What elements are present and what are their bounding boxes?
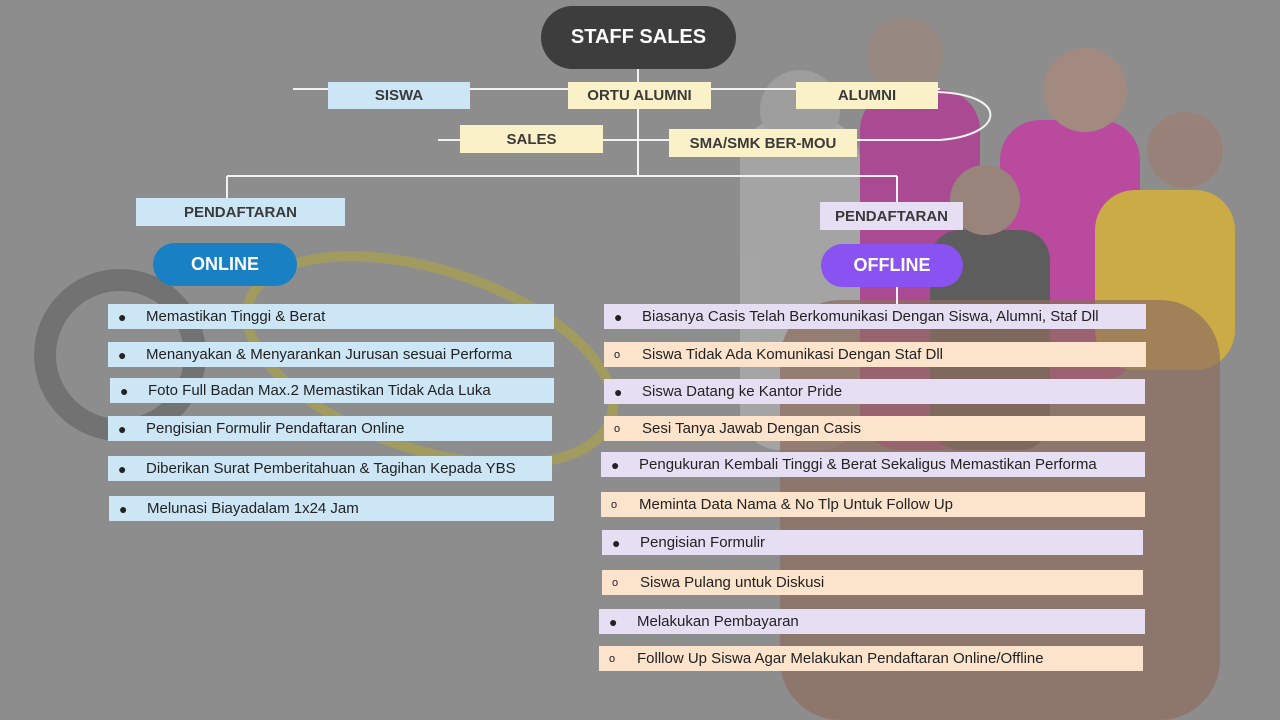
staff-sales-label: STAFF SALES xyxy=(570,26,707,48)
hollow-bullet-icon: o xyxy=(611,498,618,511)
source-sma-smk-label: SMA/SMK BER-MOU xyxy=(689,134,837,152)
bullet-icon: ● xyxy=(612,534,621,551)
offline-step-item: o Sesi Tanya Jawab Dengan Casis xyxy=(604,416,1145,441)
offline-step-item: ● Biasanya Casis Telah Berkomunikasi Deng… xyxy=(604,304,1146,329)
source-sales-label: SALES xyxy=(506,130,557,148)
left-pendaftaran-label: PENDAFTARAN xyxy=(183,203,298,221)
offline-step-text: Folllow Up Siswa Agar Melakukan Pendafta… xyxy=(637,650,1044,667)
hollow-bullet-icon: o xyxy=(614,422,621,435)
bullet-icon: ● xyxy=(609,613,618,630)
online-step-text: Memastikan Tinggi & Berat xyxy=(146,308,326,325)
hollow-bullet-icon: o xyxy=(614,348,621,361)
offline-step-item: ● Siswa Datang ke Kantor Pride xyxy=(604,379,1145,404)
online-pill-label: ONLINE xyxy=(190,254,259,274)
bullet-icon: ● xyxy=(118,346,127,363)
online-step-item: ● Menanyakan & Menyarankan Jurusan sesuai… xyxy=(108,342,554,367)
online-pill: ONLINE xyxy=(153,243,297,286)
offline-pill-label: OFFLINE xyxy=(853,255,931,275)
offline-step-item: ● Pengukuran Kembali Tinggi & Berat Sekal… xyxy=(601,452,1145,477)
source-siswa-label: SISWA xyxy=(374,87,424,104)
bullet-icon: ● xyxy=(120,382,129,399)
bullet-icon: ● xyxy=(118,460,127,477)
offline-step-item: ● Pengisian Formulir xyxy=(602,530,1143,555)
offline-pill: OFFLINE xyxy=(821,244,963,287)
source-siswa: SISWA xyxy=(328,82,470,109)
bullet-icon: ● xyxy=(614,308,623,325)
source-ortu-alumni-label: ORTU ALUMNI xyxy=(587,87,692,104)
right-pendaftaran-header: PENDAFTARAN xyxy=(820,202,963,230)
staff-sales-node: STAFF SALES xyxy=(541,6,736,69)
bullet-icon: ● xyxy=(119,500,128,517)
bullet-icon: ● xyxy=(118,308,127,325)
offline-step-text: Siswa Datang ke Kantor Pride xyxy=(642,383,843,400)
offline-step-text: Siswa Tidak Ada Komunikasi Dengan Staf D… xyxy=(642,346,943,363)
bullet-icon: ● xyxy=(118,420,127,437)
online-step-text: Melunasi Biayadalam 1x24 Jam xyxy=(147,500,359,517)
left-pendaftaran-header: PENDAFTARAN xyxy=(136,198,345,226)
source-alumni: ALUMNI xyxy=(796,82,938,109)
offline-step-text: Meminta Data Nama & No Tlp Untuk Follow … xyxy=(639,496,954,513)
hollow-bullet-icon: o xyxy=(612,576,619,589)
online-step-item: ● Foto Full Badan Max.2 Memastikan Tidak … xyxy=(110,378,554,403)
online-step-item: ● Diberikan Surat Pemberitahuan & Tagihan… xyxy=(108,456,552,481)
source-sales: SALES xyxy=(460,125,603,153)
offline-step-item: o Siswa Pulang untuk Diskusi xyxy=(602,570,1143,595)
offline-step-item: o Meminta Data Nama & No Tlp Untuk Follow… xyxy=(601,492,1145,517)
offline-step-item: ● Melakukan Pembayaran xyxy=(599,609,1145,634)
offline-step-text: Sesi Tanya Jawab Dengan Casis xyxy=(642,420,862,437)
offline-step-text: Pengisian Formulir xyxy=(640,534,766,551)
online-step-text: Pengisian Formulir Pendaftaran Online xyxy=(146,420,405,437)
source-ortu-alumni: ORTU ALUMNI xyxy=(568,82,711,109)
online-step-item: ● Pengisian Formulir Pendaftaran Online xyxy=(108,416,552,441)
online-step-item: ● Melunasi Biayadalam 1x24 Jam xyxy=(109,496,554,521)
offline-step-text: Biasanya Casis Telah Berkomunikasi Denga… xyxy=(642,308,1099,325)
right-pendaftaran-label: PENDAFTARAN xyxy=(834,207,949,225)
offline-step-text: Siswa Pulang untuk Diskusi xyxy=(640,574,825,591)
online-step-text: Menanyakan & Menyarankan Jurusan sesuai … xyxy=(146,346,513,363)
offline-step-item: o Siswa Tidak Ada Komunikasi Dengan Staf … xyxy=(604,342,1146,367)
online-step-item: ● Memastikan Tinggi & Berat xyxy=(108,304,554,329)
hollow-bullet-icon: o xyxy=(609,652,616,665)
online-step-text: Diberikan Surat Pemberitahuan & Tagihan … xyxy=(146,460,516,477)
bullet-icon: ● xyxy=(611,456,620,473)
source-sma-smk: SMA/SMK BER-MOU xyxy=(669,129,857,157)
offline-step-text: Pengukuran Kembali Tinggi & Berat Sekali… xyxy=(639,456,1097,473)
offline-step-item: o Folllow Up Siswa Agar Melakukan Pendaft… xyxy=(599,646,1143,671)
online-step-text: Foto Full Badan Max.2 Memastikan Tidak A… xyxy=(148,382,491,399)
offline-step-text: Melakukan Pembayaran xyxy=(637,613,799,630)
source-alumni-label: ALUMNI xyxy=(837,87,897,104)
bullet-icon: ● xyxy=(614,383,623,400)
